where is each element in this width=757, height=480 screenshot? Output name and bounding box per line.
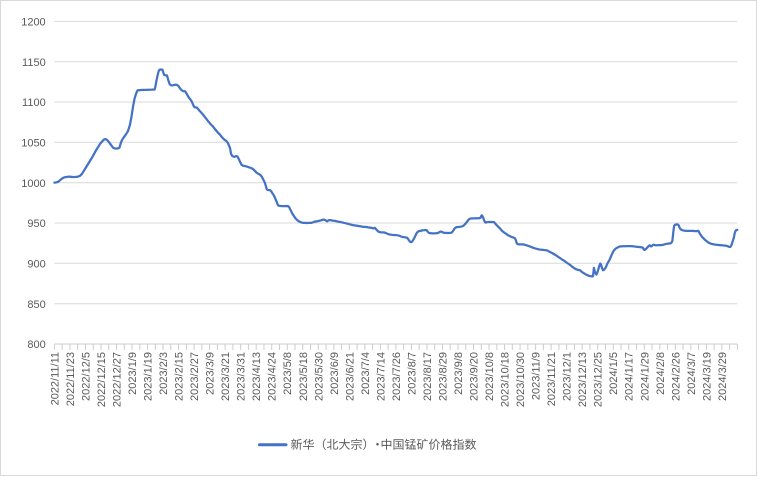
svg-text:2023/9/20: 2023/9/20 — [469, 352, 481, 401]
svg-text:2024/3/7: 2024/3/7 — [686, 352, 698, 395]
svg-text:2023/7/26: 2023/7/26 — [391, 352, 403, 401]
svg-text:2023/3/31: 2023/3/31 — [236, 352, 248, 401]
svg-text:2023/8/7: 2023/8/7 — [406, 352, 418, 395]
svg-text:2022/11/23: 2022/11/23 — [65, 352, 77, 406]
svg-text:900: 900 — [27, 259, 45, 271]
svg-text:2023/10/8: 2023/10/8 — [484, 352, 496, 401]
svg-text:2023/3/9: 2023/3/9 — [205, 352, 217, 395]
svg-text:1050: 1050 — [21, 138, 45, 150]
svg-text:2023/8/17: 2023/8/17 — [422, 352, 434, 401]
svg-text:2023/4/13: 2023/4/13 — [251, 352, 263, 401]
svg-text:2023/5/8: 2023/5/8 — [282, 352, 294, 395]
svg-text:2023/1/9: 2023/1/9 — [127, 352, 139, 395]
svg-text:2023/11/9: 2023/11/9 — [531, 352, 543, 400]
svg-text:2023/7/4: 2023/7/4 — [360, 352, 372, 395]
svg-text:2023/12/1: 2023/12/1 — [562, 352, 574, 401]
svg-text:1100: 1100 — [22, 97, 46, 109]
svg-text:2023/6/21: 2023/6/21 — [344, 352, 356, 401]
svg-text:2024/3/19: 2024/3/19 — [701, 352, 713, 401]
svg-text:2023/4/24: 2023/4/24 — [267, 352, 279, 401]
svg-text:2023/1/19: 2023/1/19 — [143, 352, 155, 401]
svg-text:2023/8/29: 2023/8/29 — [437, 352, 449, 401]
svg-text:2023/9/8: 2023/9/8 — [453, 352, 465, 395]
svg-text:2023/2/15: 2023/2/15 — [174, 352, 186, 401]
svg-text:2023/12/25: 2023/12/25 — [593, 352, 605, 407]
svg-text:2024/1/17: 2024/1/17 — [624, 352, 636, 401]
svg-text:1150: 1150 — [22, 57, 46, 69]
svg-text:2024/3/29: 2024/3/29 — [717, 352, 729, 401]
svg-text:2023/2/27: 2023/2/27 — [189, 352, 201, 401]
svg-text:2024/1/29: 2024/1/29 — [639, 352, 651, 401]
svg-text:2023/6/9: 2023/6/9 — [329, 352, 341, 395]
svg-text:2024/1/5: 2024/1/5 — [608, 352, 620, 395]
svg-text:2023/3/21: 2023/3/21 — [220, 352, 232, 401]
svg-text:950: 950 — [27, 218, 45, 230]
svg-text:2023/11/21: 2023/11/21 — [546, 352, 558, 406]
svg-text:1000: 1000 — [21, 178, 45, 190]
svg-text:2022/11/11: 2022/11/11 — [49, 352, 61, 405]
svg-text:2023/10/30: 2023/10/30 — [515, 352, 527, 407]
svg-text:2022/12/5: 2022/12/5 — [80, 352, 92, 401]
svg-text:2023/12/13: 2023/12/13 — [577, 352, 589, 407]
svg-text:800: 800 — [27, 339, 45, 351]
svg-text:2023/10/18: 2023/10/18 — [500, 352, 512, 407]
svg-text:2023/2/3: 2023/2/3 — [158, 352, 170, 395]
svg-text:2024/2/8: 2024/2/8 — [655, 352, 667, 395]
svg-text:2022/12/27: 2022/12/27 — [111, 352, 123, 407]
svg-text:2024/2/26: 2024/2/26 — [670, 352, 682, 401]
svg-text:2022/12/15: 2022/12/15 — [96, 352, 108, 407]
svg-text:2023/5/30: 2023/5/30 — [313, 352, 325, 401]
svg-text:2023/7/14: 2023/7/14 — [375, 352, 387, 401]
svg-text:850: 850 — [27, 299, 45, 311]
svg-text:1200: 1200 — [21, 17, 45, 29]
svg-text:2023/5/18: 2023/5/18 — [298, 352, 310, 401]
